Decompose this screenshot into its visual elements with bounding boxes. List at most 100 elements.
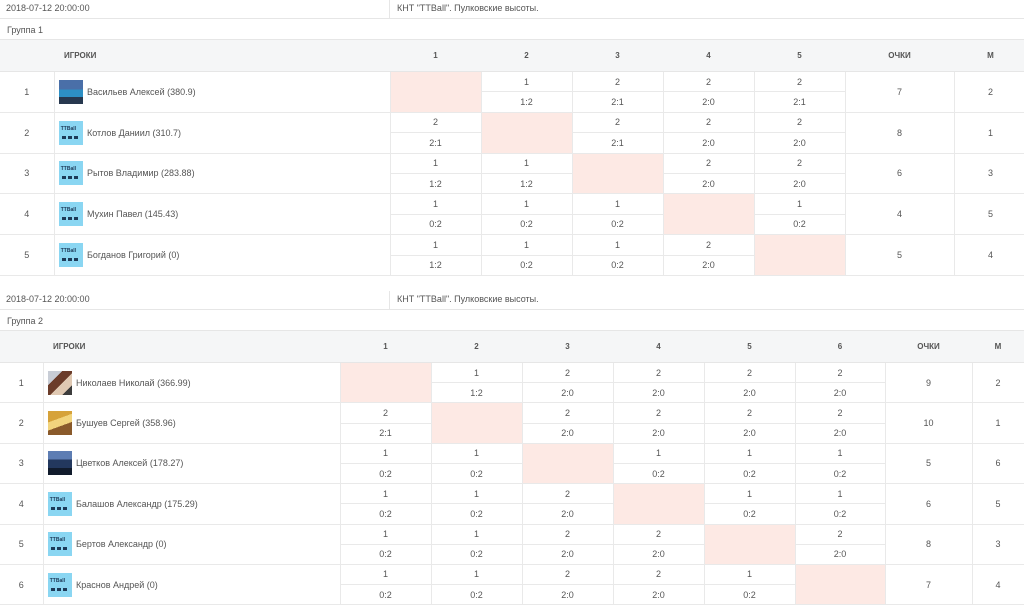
match-result: 2 [703,402,796,424]
self-match-cell [662,193,755,236]
match-result: 1 [389,234,482,256]
match-result: 1 [612,442,705,464]
ttball-logo-avatar[interactable] [58,243,83,268]
photo-avatar[interactable] [47,451,72,476]
photo-avatar[interactable] [47,370,72,395]
match-score: 0:2 [480,254,573,276]
player-number: 3 [0,152,55,195]
match-result: 2 [521,523,614,545]
match-score: 0:2 [753,213,846,236]
player-name[interactable]: Николаев Николай (366.99) [76,361,341,404]
player-points: 4 [844,193,955,236]
header-opponent-5: 5 [754,40,845,72]
player-row: 1 Николаев Николай (366.99) 1 2 2 2 2 9 2 [0,361,1024,404]
match-score: 0:2 [794,503,886,525]
player-name[interactable]: Рытов Владимир (283.88) [87,152,391,195]
player-name[interactable]: Котлов Даниил (310.7) [87,111,391,154]
match-result: 1 [794,442,886,464]
match-result: 1 [430,442,523,464]
self-match-cell [794,563,886,606]
ttball-logo-avatar[interactable] [58,120,83,145]
player-row-scores: 0:2 0:2 0:2 0:2 0:2 [0,462,1024,485]
self-match-cell [521,442,614,485]
match-result: 1 [339,523,432,545]
match-result: 1 [571,193,664,215]
player-number: 3 [0,442,44,485]
player-points: 6 [844,152,955,195]
match-score: 0:2 [571,254,664,276]
self-match-cell [571,152,664,195]
player-row-scores: 1:2 2:1 2:0 2:1 [0,91,1024,113]
player-points: 7 [844,71,955,113]
match-score: 2:0 [662,91,755,113]
match-result: 2 [612,402,705,424]
header-opponent-6: 6 [795,331,885,363]
match-result: 1 [703,563,796,586]
group-meta: 2018-07-12 20:00:00 КНТ "TTBall". Пулковс… [0,0,1024,19]
player-name[interactable]: Васильев Алексей (380.9) [87,71,391,113]
match-result: 2 [612,523,705,545]
player-number: 1 [0,361,44,404]
player-name[interactable]: Богданов Григорий (0) [87,234,391,276]
self-match-cell [430,402,523,444]
header-row: ИГРОКИ 1 2 3 4 5 6 ОЧКИ М [0,331,1024,363]
self-match-cell [480,111,573,154]
player-name[interactable]: Бушуев Сергей (358.96) [76,402,341,444]
match-score: 2:0 [612,422,705,444]
tournament-venue: КНТ "TTBall". Пулковские высоты. [397,294,539,304]
player-name[interactable]: Мухин Павел (145.43) [87,193,391,236]
match-result: 2 [571,70,664,93]
match-result: 1 [339,442,432,464]
photo-avatar[interactable] [47,411,72,436]
player-name[interactable]: Краснов Андрей (0) [76,563,341,606]
match-result: 1 [571,234,664,256]
match-score: 2:0 [703,422,796,444]
header-opponent-3: 3 [572,40,663,72]
match-score: 0:2 [703,584,796,606]
ttball-logo-avatar[interactable] [47,532,72,557]
player-name[interactable]: Балашов Александр (175.29) [76,483,341,525]
match-score: 2:1 [753,91,846,113]
match-score: 2:0 [521,503,614,525]
player-place: 3 [953,152,1024,195]
match-result: 2 [753,152,846,174]
header-points: ОЧКИ [885,331,972,363]
match-result: 1 [339,483,432,505]
player-number: 6 [0,563,44,606]
photo-avatar[interactable] [58,79,83,104]
player-place: 6 [971,442,1024,485]
match-score: 2:0 [662,172,755,195]
match-result: 1 [480,193,573,215]
ttball-logo-avatar[interactable] [47,491,72,516]
match-result: 1 [480,152,573,174]
match-result: 1 [430,563,523,586]
player-name[interactable]: Бертов Александр (0) [76,523,341,565]
match-score: 2:0 [521,382,614,404]
match-score: 2:0 [794,422,886,444]
match-result: 1 [703,483,796,505]
match-score: 2:0 [521,543,614,565]
ttball-logo-avatar[interactable] [58,161,83,186]
match-score: 2:1 [389,132,482,154]
header-opponent-3: 3 [522,331,613,363]
player-points: 5 [884,442,973,485]
match-score: 0:2 [612,462,705,485]
player-number: 2 [0,111,55,154]
player-place: 5 [971,483,1024,525]
player-name[interactable]: Цветков Алексей (178.27) [76,442,341,485]
player-place: 4 [953,234,1024,276]
match-score: 2:0 [753,172,846,195]
match-score: 0:2 [339,462,432,485]
match-result: 2 [794,523,886,545]
match-score: 0:2 [389,213,482,236]
match-result: 2 [521,563,614,586]
match-score: 2:1 [339,422,432,444]
ttball-logo-avatar[interactable] [47,572,72,597]
match-score: 0:2 [339,543,432,565]
ttball-logo-avatar[interactable] [58,202,83,227]
match-result: 2 [521,402,614,424]
match-result: 2 [662,70,755,93]
header-empty [0,331,43,363]
